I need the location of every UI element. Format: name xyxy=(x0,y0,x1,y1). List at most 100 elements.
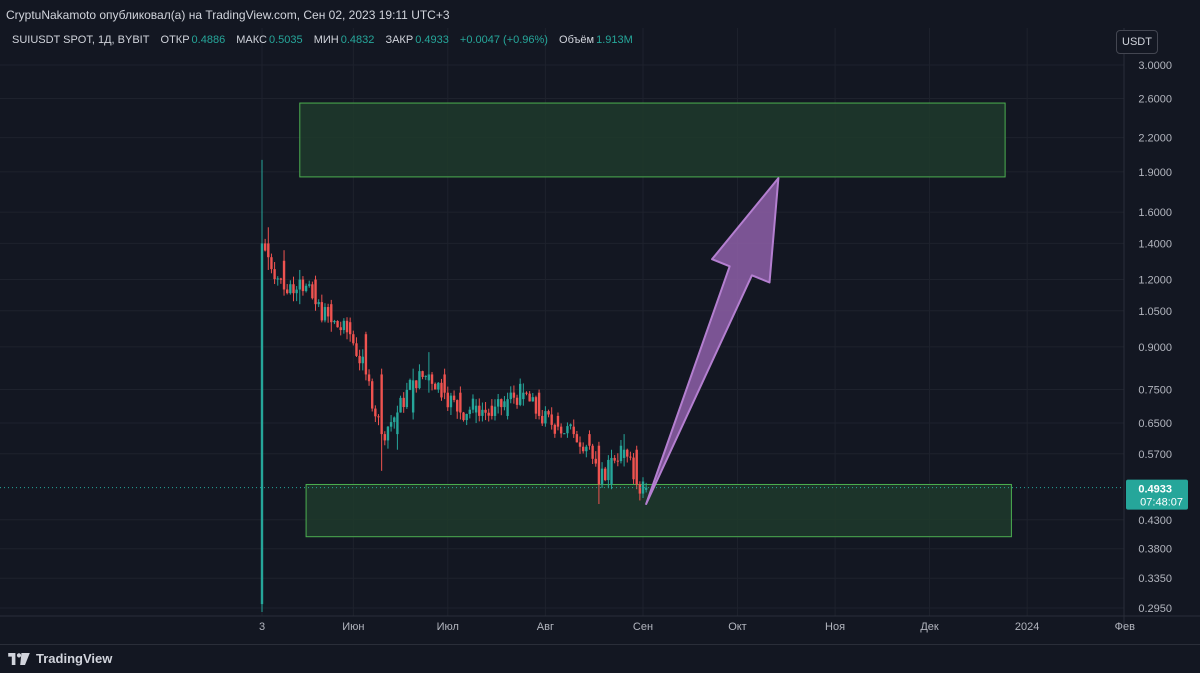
candle-body[interactable] xyxy=(292,284,295,294)
candle-body[interactable] xyxy=(616,460,620,462)
candle-body[interactable] xyxy=(465,413,468,421)
candle-body[interactable] xyxy=(632,457,635,480)
candle-body[interactable] xyxy=(308,284,311,286)
candle-body[interactable] xyxy=(503,401,506,408)
candle-body[interactable] xyxy=(481,409,484,416)
candle-body[interactable] xyxy=(468,409,472,414)
candle-body[interactable] xyxy=(456,400,459,412)
candle-body[interactable] xyxy=(585,446,588,452)
candle-body[interactable] xyxy=(298,279,301,290)
candle-body[interactable] xyxy=(644,487,648,490)
candle-body[interactable] xyxy=(446,392,449,408)
candle-body[interactable] xyxy=(474,405,478,413)
candle-body[interactable] xyxy=(330,304,333,323)
candle-body[interactable] xyxy=(424,375,427,377)
candle-body[interactable] xyxy=(626,449,629,457)
candle-body[interactable] xyxy=(301,279,305,292)
legend-symbol[interactable]: SUIUSDT SPOT, 1Д, BYBIT xyxy=(12,34,150,46)
candle-body[interactable] xyxy=(594,458,597,464)
candle-body[interactable] xyxy=(638,484,642,494)
candle-body[interactable] xyxy=(317,302,320,305)
candle-body[interactable] xyxy=(629,456,632,458)
candle-body[interactable] xyxy=(597,445,601,485)
candle-body[interactable] xyxy=(462,412,465,421)
candle-body[interactable] xyxy=(610,457,613,485)
candle-body[interactable] xyxy=(604,468,607,481)
candle-body[interactable] xyxy=(509,392,512,400)
candle-body[interactable] xyxy=(345,320,349,333)
candle-body[interactable] xyxy=(522,392,525,400)
candle-body[interactable] xyxy=(311,284,314,299)
candle-body[interactable] xyxy=(506,399,509,416)
currency-button[interactable]: USDT xyxy=(1116,30,1158,54)
candle-body[interactable] xyxy=(411,380,415,413)
candle-body[interactable] xyxy=(493,406,497,416)
candle-body[interactable] xyxy=(336,321,339,328)
candle-body[interactable] xyxy=(323,307,327,321)
candle-body[interactable] xyxy=(276,278,279,280)
candle-body[interactable] xyxy=(569,424,572,427)
candle-body[interactable] xyxy=(496,399,500,407)
candle-body[interactable] xyxy=(367,374,371,382)
candle-body[interactable] xyxy=(399,397,402,413)
candle-body[interactable] xyxy=(541,415,544,424)
candle-body[interactable] xyxy=(518,383,522,405)
candle-body[interactable] xyxy=(352,334,355,344)
candle-body[interactable] xyxy=(600,468,604,485)
candle-body[interactable] xyxy=(304,285,308,292)
candle-body[interactable] xyxy=(361,356,364,364)
candle-body[interactable] xyxy=(581,446,585,452)
candle-body[interactable] xyxy=(427,374,431,381)
candle-body[interactable] xyxy=(295,289,298,294)
candle-body[interactable] xyxy=(383,434,387,441)
candle-body[interactable] xyxy=(575,434,579,443)
candle-body[interactable] xyxy=(547,411,550,415)
candle-body[interactable] xyxy=(418,371,421,389)
candle-body[interactable] xyxy=(572,426,575,435)
candle-body[interactable] xyxy=(591,445,594,459)
candle-body[interactable] xyxy=(512,392,516,398)
candle-body[interactable] xyxy=(389,422,393,427)
candle-body[interactable] xyxy=(440,382,443,398)
candle-body[interactable] xyxy=(484,409,487,413)
candle-body[interactable] xyxy=(437,382,440,390)
tradingview-brand[interactable]: TradingView xyxy=(8,651,112,666)
candle-body[interactable] xyxy=(622,449,626,458)
candle-body[interactable] xyxy=(578,442,582,447)
candle-body[interactable] xyxy=(490,405,494,416)
candle-body[interactable] xyxy=(544,411,547,424)
candle-body[interactable] xyxy=(285,289,289,294)
candle-body[interactable] xyxy=(550,414,553,425)
candle-body[interactable] xyxy=(635,449,638,485)
candle-body[interactable] xyxy=(364,334,368,375)
projection-arrow[interactable] xyxy=(645,177,780,505)
candle-body[interactable] xyxy=(371,381,374,409)
candle-body[interactable] xyxy=(320,302,324,321)
candle-body[interactable] xyxy=(355,343,358,356)
candle-body[interactable] xyxy=(386,426,390,441)
candle-body[interactable] xyxy=(393,417,396,423)
candle-body[interactable] xyxy=(478,405,481,416)
candle-body[interactable] xyxy=(270,257,273,270)
candle-body[interactable] xyxy=(534,397,538,414)
candle-body[interactable] xyxy=(273,269,276,280)
candle-body[interactable] xyxy=(452,395,456,401)
candle-body[interactable] xyxy=(260,243,264,605)
candle-body[interactable] xyxy=(588,434,591,446)
candle-body[interactable] xyxy=(553,424,557,434)
candle-body[interactable] xyxy=(459,392,462,413)
resistance-zone[interactable] xyxy=(299,102,1006,178)
candle-body[interactable] xyxy=(314,279,317,305)
candle-body[interactable] xyxy=(396,412,399,435)
candle-body[interactable] xyxy=(348,322,352,335)
candle-body[interactable] xyxy=(641,481,645,494)
candle-body[interactable] xyxy=(607,459,610,481)
candle-body[interactable] xyxy=(377,416,380,418)
candle-body[interactable] xyxy=(374,408,377,417)
candle-body[interactable] xyxy=(342,320,346,331)
candle-body[interactable] xyxy=(380,374,383,435)
candle-body[interactable] xyxy=(326,307,330,317)
candle-body[interactable] xyxy=(537,392,541,416)
candle-body[interactable] xyxy=(613,457,616,461)
candle-body[interactable] xyxy=(267,243,270,258)
